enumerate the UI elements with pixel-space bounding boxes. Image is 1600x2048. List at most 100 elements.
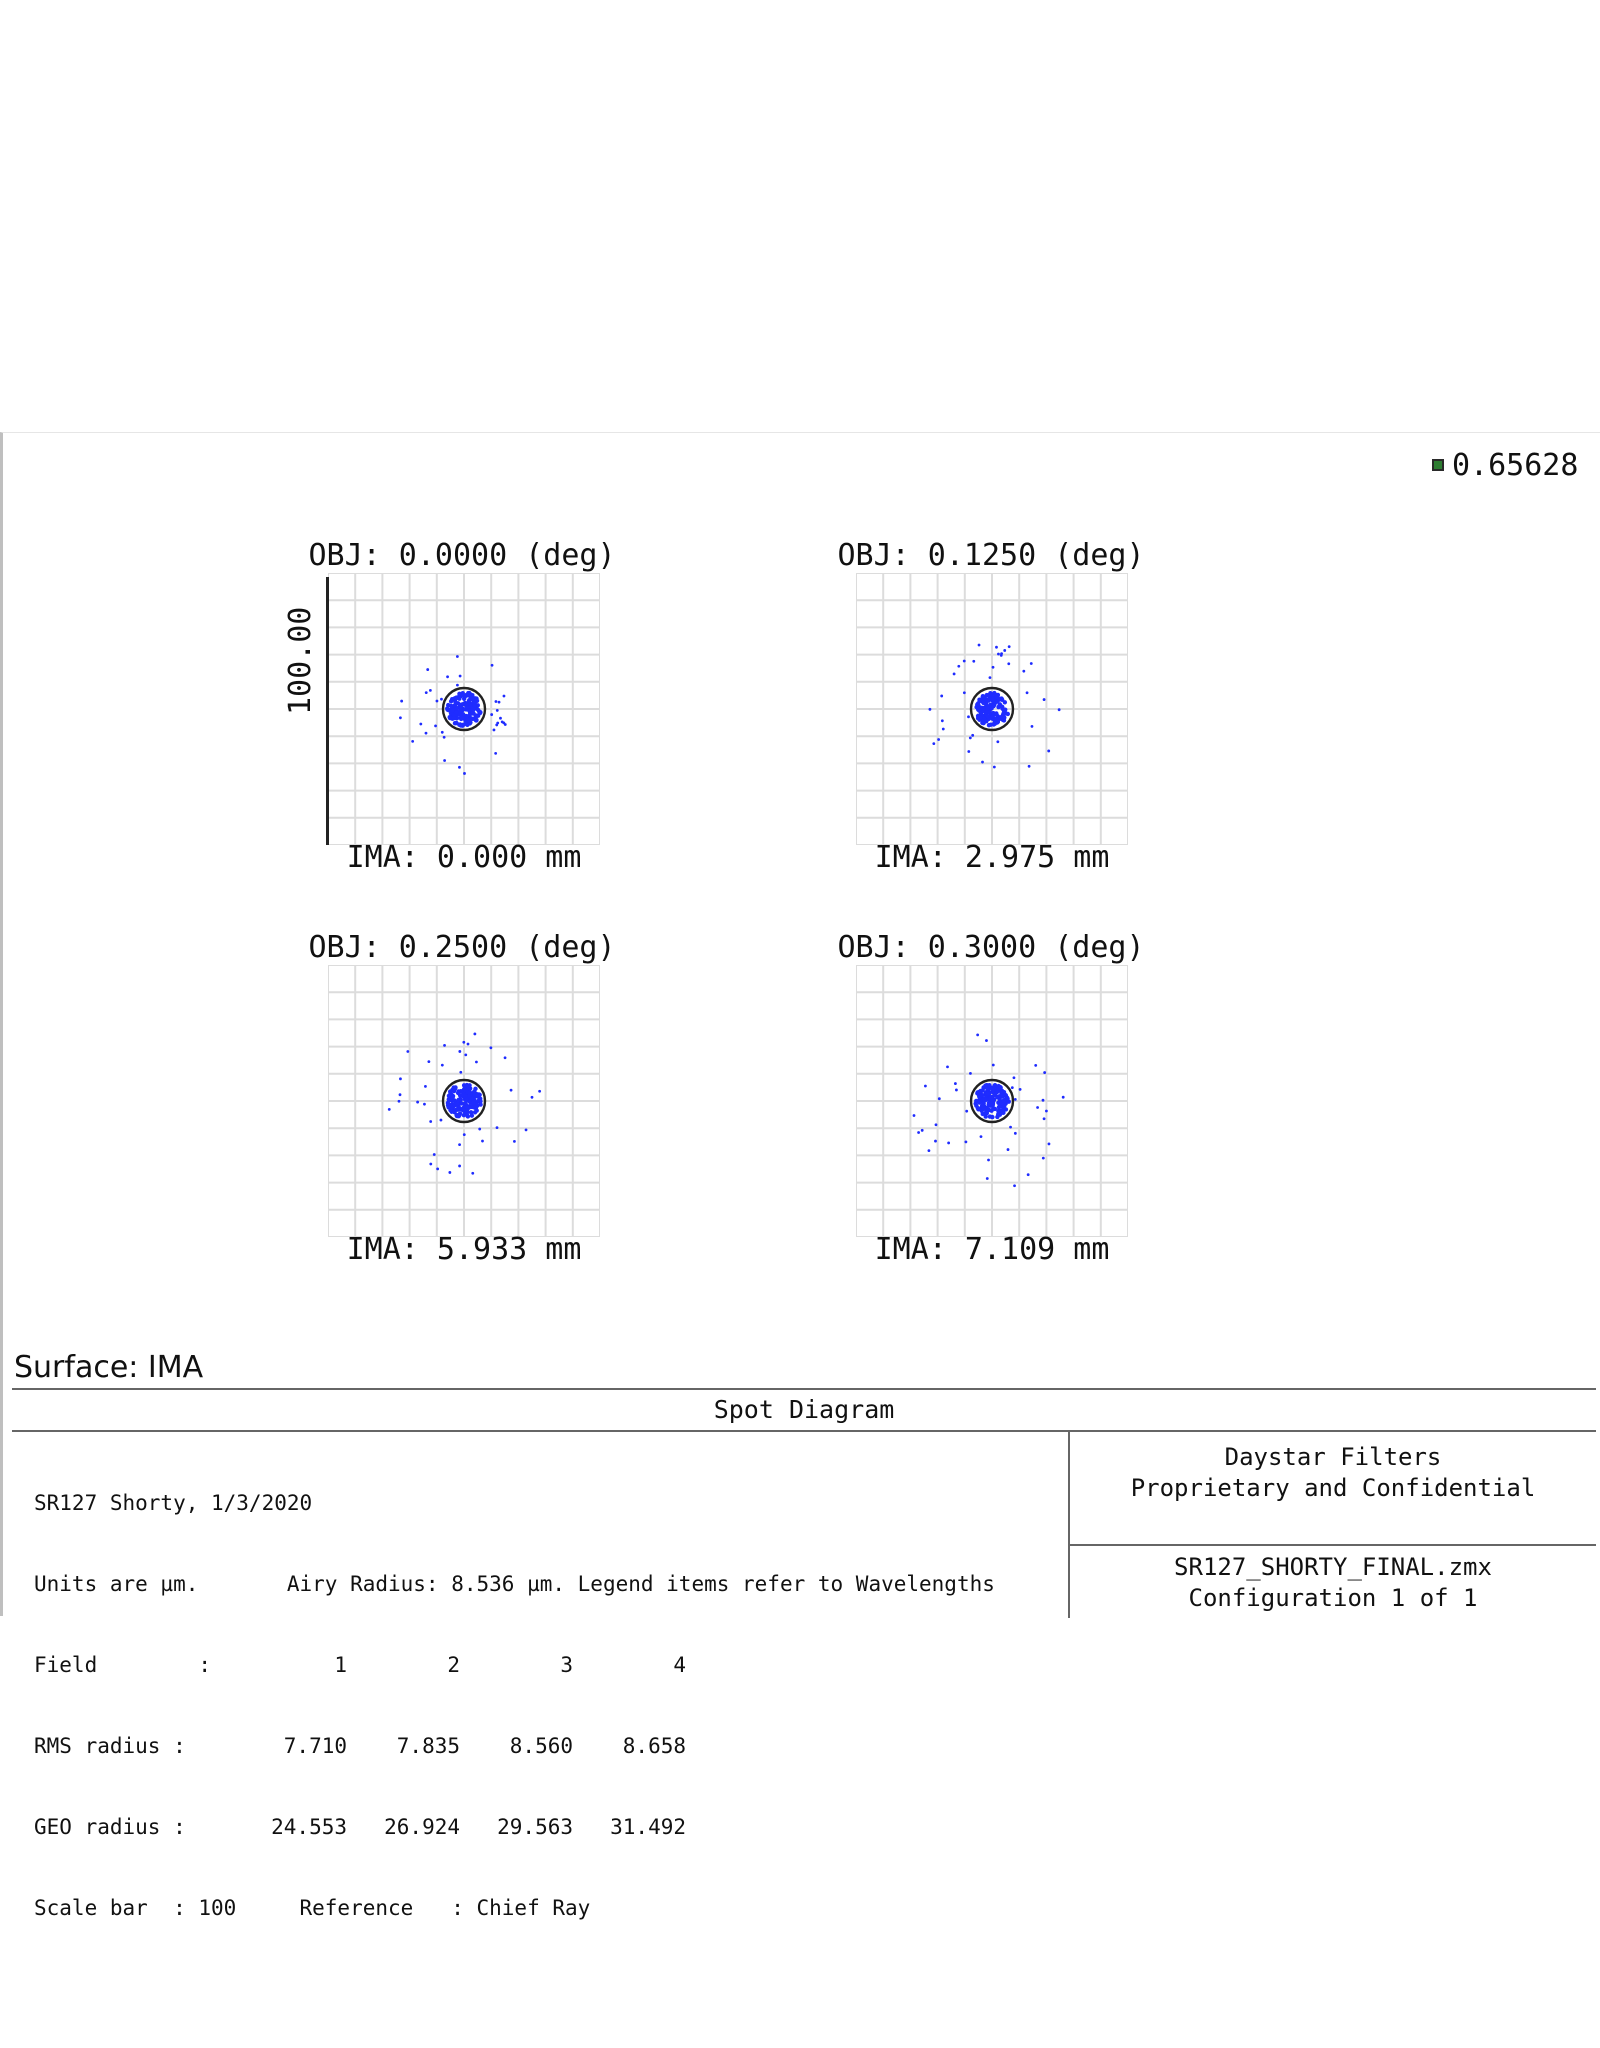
ray-point [975,706,981,711]
ray-point [448,703,454,709]
ray-point [1029,662,1033,665]
ray-point [991,1063,995,1067]
ray-point [980,1093,985,1098]
info-line-units: Units are µm. Airy Radius: 8.536 µm. Leg… [34,1572,995,1596]
obj-label-1: OBJ: 0.0000 (deg) [308,538,616,573]
ray-point [449,1109,454,1114]
ima-label-4: IMA: 7.109 mm [874,1232,1110,1267]
ray-point [991,722,996,727]
ray-point [1042,698,1046,701]
ray-point [459,1101,464,1106]
airy-disk-circle [441,1078,487,1124]
ray-point [434,724,437,728]
ray-point [955,1088,958,1092]
ray-point [435,699,439,703]
ray-point [996,740,1000,744]
ray-point [982,1096,987,1102]
ray-point [489,1046,493,1050]
ray-point [995,645,998,649]
ray-point [411,739,415,743]
geo-row: GEO radius : 24.553 26.924 29.563 31.492 [34,1814,995,1841]
ray-point [1025,691,1029,695]
ray-point [1043,1071,1047,1074]
ima-label-2: IMA: 2.975 mm [874,840,1110,875]
ray-point [473,1086,478,1091]
info-block: SR127 Shorty, 1/3/2020 Units are µm. Air… [34,1436,995,1976]
ray-point [1041,1156,1045,1160]
ray-point [978,715,983,720]
scale-bar-label: 100.00 [283,606,318,715]
ray-point [941,727,945,731]
panel-title: Spot Diagram [12,1390,1596,1432]
ray-point [494,700,498,703]
ray-point [1047,749,1051,753]
ray-point [996,704,1001,710]
ima-label-3: IMA: 5.933 mm [346,1232,582,1267]
ray-point [983,1114,988,1119]
ray-point [985,1177,989,1180]
ray-point [398,1093,402,1097]
ray-point [453,710,459,715]
geo-value: 24.553 [271,1815,347,1839]
field-value: 3 [560,1653,573,1677]
ray-point [457,696,462,701]
ray-point [466,707,472,713]
obj-label-3: OBJ: 0.2500 (deg) [308,930,616,965]
ray-point [957,664,961,668]
ray-point [457,691,462,696]
ray-point [450,708,455,713]
field-value: 2 [447,1653,460,1677]
ray-point [503,1056,507,1060]
ray-point [440,1063,444,1067]
spot-plot-4 [856,965,1128,1237]
field-label: Field : [34,1653,212,1677]
ray-point [917,1131,920,1134]
ray-point [424,691,428,694]
ray-point [937,738,941,741]
ray-point [990,1087,996,1093]
scale-bar [326,577,329,845]
ray-point [472,703,477,708]
ray-point [952,672,956,676]
geo-value: 31.492 [610,1815,686,1839]
ray-point [994,693,999,698]
ray-point [1012,1076,1016,1080]
ray-point [1034,1064,1038,1067]
ray-point [416,1100,420,1104]
ray-point [451,1103,457,1109]
ray-point [457,722,462,727]
ray-point [465,717,471,723]
ray-point [502,721,506,725]
ray-point [478,1099,483,1104]
ray-point [995,1089,1000,1094]
ray-point [990,697,995,702]
ray-point [965,1109,969,1113]
wavelength-label: 0.65628 [1452,447,1579,483]
ray-point [400,699,404,703]
ray-point [457,1097,463,1102]
ray-point [475,707,481,713]
ray-point [387,1107,391,1111]
ray-point [465,722,470,728]
ray-point [1030,724,1034,728]
ray-point [1013,1097,1017,1101]
ray-point [976,1107,981,1112]
ray-point [459,1070,463,1074]
ray-point [1022,669,1026,673]
ray-point [972,659,976,663]
ray-point [451,1088,457,1094]
ray-point [447,1089,453,1094]
ray-point [934,1123,938,1127]
ray-point [974,1098,979,1104]
ray-point [1036,1106,1039,1109]
ray-point [443,759,446,762]
ray-point [971,733,975,737]
ray-point [464,703,469,708]
company-name: Daystar Filters [1224,1443,1442,1471]
ray-point [443,1043,446,1047]
geo-label: GEO radius : [34,1815,186,1839]
ray-point [1045,1109,1048,1113]
ray-point [464,1110,469,1116]
ray-point [964,1140,968,1144]
rms-row: RMS radius : 7.710 7.835 8.560 8.658 [34,1733,995,1760]
